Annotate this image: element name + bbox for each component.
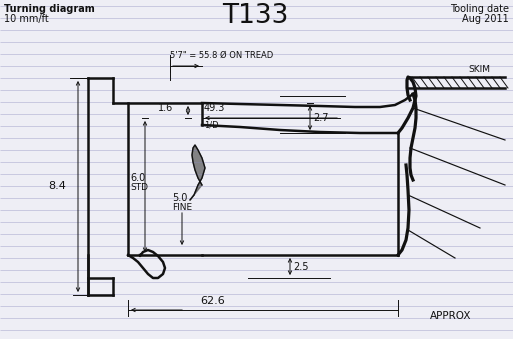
Text: 10 mm/ft: 10 mm/ft bbox=[4, 14, 49, 24]
Text: 62.6: 62.6 bbox=[200, 296, 225, 306]
Text: Turning diagram: Turning diagram bbox=[4, 4, 95, 14]
Text: SKIM: SKIM bbox=[468, 65, 490, 74]
Text: 49.3: 49.3 bbox=[204, 103, 225, 113]
Text: APPROX: APPROX bbox=[430, 311, 471, 321]
Text: FINE: FINE bbox=[172, 202, 192, 212]
Text: 2.7: 2.7 bbox=[313, 113, 328, 123]
Text: Aug 2011: Aug 2011 bbox=[462, 14, 509, 24]
Text: 5.0: 5.0 bbox=[172, 193, 187, 203]
Text: 5'7" = 55.8 Ø ON TREAD: 5'7" = 55.8 Ø ON TREAD bbox=[170, 51, 273, 60]
Text: 1.6: 1.6 bbox=[158, 103, 173, 113]
Text: 1/D: 1/D bbox=[204, 121, 219, 130]
Text: 8.4: 8.4 bbox=[48, 181, 66, 191]
Text: 6.0: 6.0 bbox=[130, 173, 145, 183]
Text: Tooling date: Tooling date bbox=[450, 4, 509, 14]
Polygon shape bbox=[190, 145, 205, 200]
Text: STD: STD bbox=[130, 183, 148, 193]
Text: T133: T133 bbox=[222, 3, 288, 29]
Text: 2.5: 2.5 bbox=[293, 262, 308, 272]
